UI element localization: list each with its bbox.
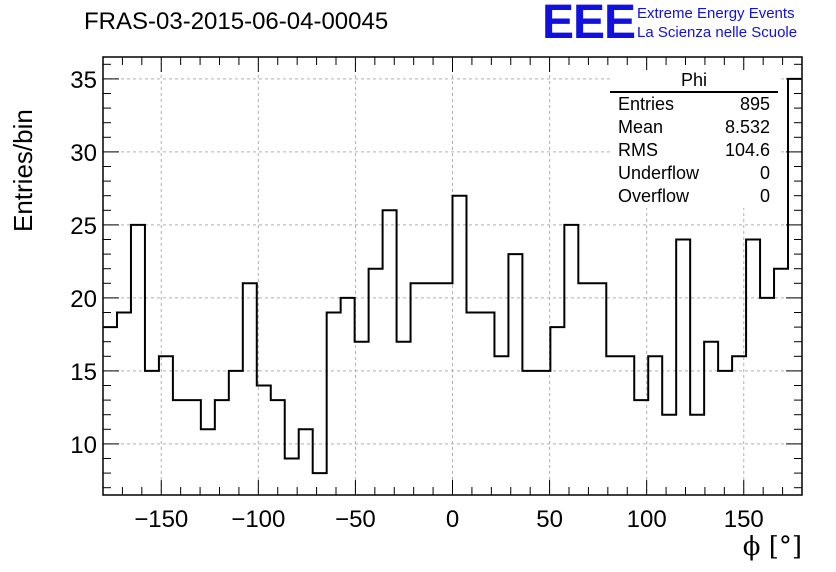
x-tick-label: −100: [231, 506, 285, 533]
y-axis-label: Entries/bin: [8, 109, 38, 232]
histogram-bin: [508, 254, 522, 495]
histogram-bin: [131, 225, 145, 495]
stats-title: Phi: [610, 70, 778, 93]
x-axis-label: ϕ [°]: [742, 532, 802, 562]
stats-value: 895: [739, 94, 770, 114]
x-tick-label: 150: [724, 506, 764, 533]
histogram-bin: [439, 283, 453, 495]
histogram-outline: [103, 77, 802, 475]
histogram-bin: [369, 269, 383, 495]
histogram-bin: [187, 400, 201, 495]
histogram-bin: [480, 313, 494, 496]
histogram-bin: [341, 298, 355, 495]
y-tick-label: 15: [70, 359, 97, 386]
histogram-bin: [732, 356, 746, 495]
histogram-bin: [718, 371, 732, 495]
tick-labels: −150 −100 −50 0 50 100 150 10 15 20 25 30 35: [70, 67, 763, 533]
histogram-bin: [327, 313, 341, 496]
histogram-bin: [453, 196, 467, 495]
histogram-bin: [466, 313, 480, 496]
histogram-bin: [578, 283, 592, 495]
y-tick-label: 30: [70, 140, 97, 167]
eee-logo: EEE: [542, 0, 636, 49]
histogram-bin: [383, 210, 397, 495]
logo-line-1: Extreme Energy Events: [637, 5, 795, 22]
histogram-bin: [648, 356, 662, 495]
histogram-bin: [355, 342, 369, 495]
y-tick-label: 35: [70, 67, 97, 94]
histogram-bin: [299, 429, 313, 495]
stats-label: Underflow: [618, 163, 700, 183]
stats-row-overflow: Overflow 0: [610, 185, 778, 208]
histogram-bin: [592, 283, 606, 495]
stats-box: Phi Entries 895 Mean 8.532 RMS 104.6 Und…: [610, 70, 778, 208]
histogram-bin: [313, 473, 327, 495]
grid-lines: [103, 57, 802, 495]
stats-label: Mean: [618, 117, 664, 137]
histogram-bins: [103, 77, 802, 496]
chart-title: FRAS-03-2015-06-04-00045: [84, 8, 389, 35]
histogram-bin: [117, 313, 131, 496]
x-tick-label: 50: [536, 506, 563, 533]
histogram-bin: [173, 400, 187, 495]
stats-label: RMS: [618, 140, 658, 160]
histogram-bin: [606, 356, 620, 495]
histogram-bin: [411, 283, 425, 495]
histogram-bin: [746, 240, 760, 496]
histogram-bin: [397, 342, 411, 495]
histogram-bin: [145, 371, 159, 495]
histogram-bin: [229, 371, 243, 495]
y-tick-label: 20: [70, 286, 97, 313]
stats-label: Entries: [618, 94, 675, 114]
histogram-bin: [788, 79, 802, 495]
histogram-bin: [271, 400, 285, 495]
x-tick-label: −150: [134, 506, 188, 533]
histogram-bin: [243, 283, 257, 495]
histogram-bin: [634, 400, 648, 495]
logo-line-2: La Scienza nelle Scuole: [637, 24, 798, 41]
histogram-bin: [522, 371, 536, 495]
histogram-bin: [425, 283, 439, 495]
histogram-bin: [690, 415, 704, 495]
histogram-bin: [536, 371, 550, 495]
stats-value: 0: [759, 163, 770, 183]
histogram-bin: [704, 342, 718, 495]
histogram-bin: [550, 327, 564, 495]
histogram-bin: [760, 298, 774, 495]
stats-value: 8.532: [724, 117, 770, 137]
x-tick-label: −50: [335, 506, 376, 533]
stats-row-rms: RMS 104.6: [610, 139, 778, 162]
histogram-bin: [257, 386, 271, 496]
x-tick-label: 100: [627, 506, 667, 533]
y-tick-label: 10: [70, 432, 97, 459]
stats-label: Overflow: [618, 186, 690, 206]
histogram-bin: [201, 429, 215, 495]
histogram-bin: [774, 269, 788, 495]
histogram-bin: [564, 225, 578, 495]
histogram-bin: [285, 459, 299, 496]
stats-value: 0: [759, 186, 770, 206]
stats-value: 104.6: [724, 140, 770, 160]
histogram-bin: [620, 356, 634, 495]
histogram-bin: [215, 400, 229, 495]
histogram-bin: [662, 415, 676, 495]
stats-row-entries: Entries 895: [610, 93, 778, 116]
y-tick-label: 25: [70, 213, 97, 240]
stats-row-mean: Mean 8.532: [610, 116, 778, 139]
x-tick-label: 0: [446, 506, 459, 533]
histogram-bin: [494, 356, 508, 495]
logo-caption: Extreme Energy Events La Scienza nelle S…: [637, 4, 797, 42]
histogram-bin: [103, 327, 117, 495]
axes: [102, 56, 803, 496]
histogram-bin: [676, 240, 690, 496]
histogram-bin: [159, 356, 173, 495]
stats-row-underflow: Underflow 0: [610, 162, 778, 185]
